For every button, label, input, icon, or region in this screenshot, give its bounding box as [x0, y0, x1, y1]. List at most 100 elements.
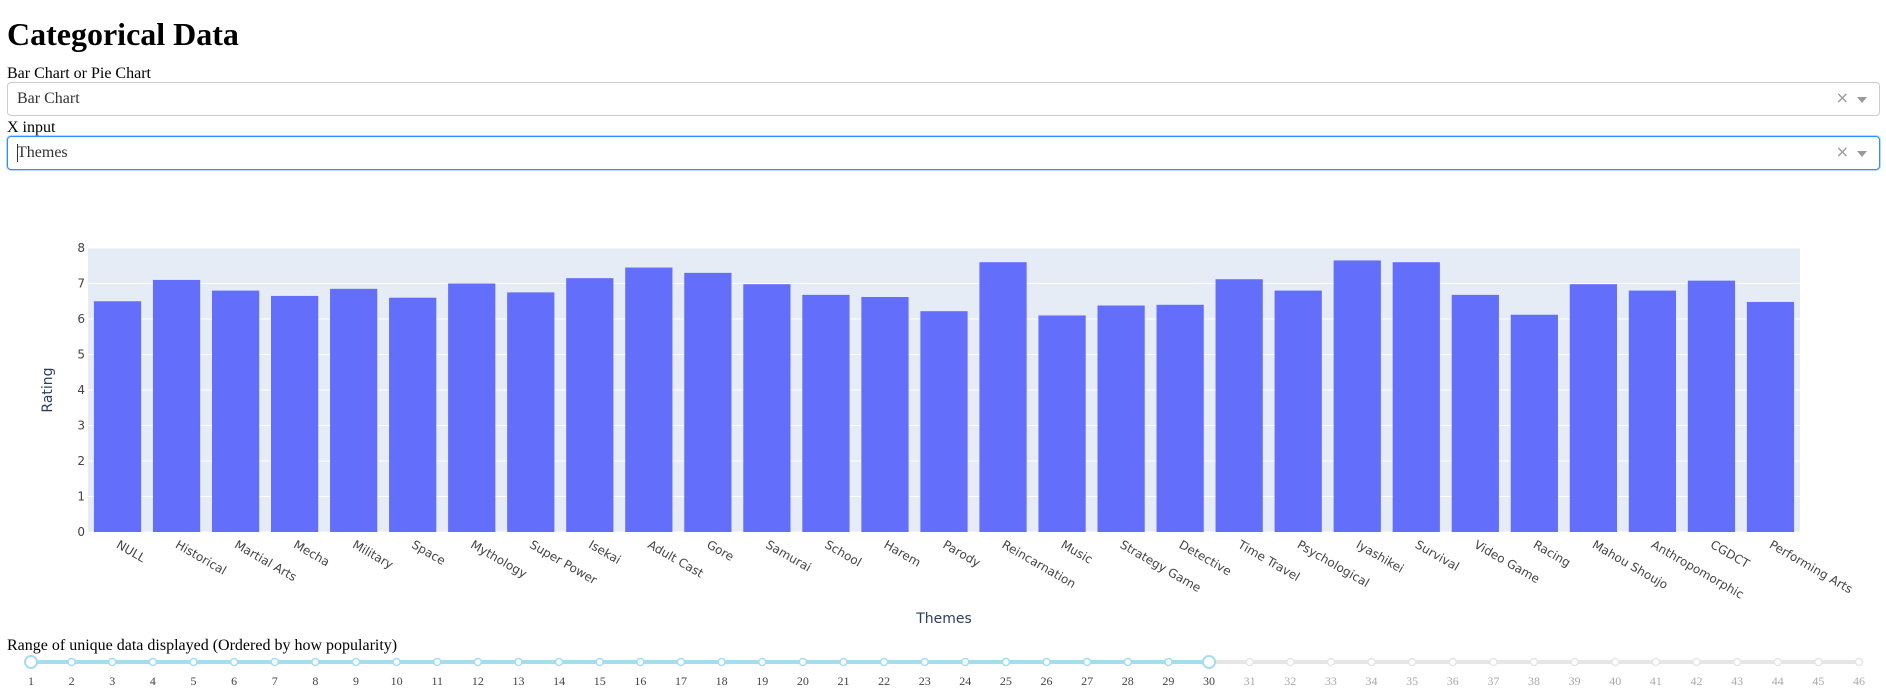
- slider-handle[interactable]: [1203, 656, 1215, 668]
- slider-dot[interactable]: [881, 659, 888, 666]
- slider-dot[interactable]: [149, 659, 156, 666]
- bar[interactable]: [507, 292, 554, 532]
- bar[interactable]: [1747, 302, 1794, 532]
- bar[interactable]: [1038, 315, 1085, 532]
- bar[interactable]: [625, 268, 672, 532]
- slider-dot[interactable]: [271, 659, 278, 666]
- slider-dot[interactable]: [109, 659, 116, 666]
- slider-dot[interactable]: [312, 659, 319, 666]
- slider-dot[interactable]: [190, 659, 197, 666]
- bar[interactable]: [94, 301, 141, 532]
- slider-dot[interactable]: [515, 659, 522, 666]
- x-tick-label: Mecha: [291, 537, 332, 569]
- slider-dot[interactable]: [1084, 659, 1091, 666]
- slider-handle[interactable]: [25, 656, 37, 668]
- slider-dot[interactable]: [68, 659, 75, 666]
- clear-icon[interactable]: ×: [1836, 90, 1849, 106]
- slider-dot[interactable]: [1531, 659, 1538, 666]
- bar[interactable]: [1097, 306, 1144, 532]
- slider-dot[interactable]: [1165, 659, 1172, 666]
- slider-dot[interactable]: [1693, 659, 1700, 666]
- chevron-down-icon[interactable]: [1857, 97, 1867, 103]
- slider-dot[interactable]: [1327, 659, 1334, 666]
- slider-dot[interactable]: [1368, 659, 1375, 666]
- slider-dot[interactable]: [556, 659, 563, 666]
- slider-dot[interactable]: [1124, 659, 1131, 666]
- bar[interactable]: [448, 284, 495, 533]
- bar[interactable]: [861, 297, 908, 532]
- slider-dot[interactable]: [1856, 659, 1863, 666]
- x-input-dropdown[interactable]: Themes ×: [7, 136, 1880, 170]
- bar[interactable]: [389, 298, 436, 532]
- slider-dot[interactable]: [1652, 659, 1659, 666]
- slider-dot[interactable]: [1734, 659, 1741, 666]
- range-slider[interactable]: 1 2 3 4 5 6 7 8 9 10 11 12 13 14 15 16 17 18 19 20 21 22 23 24 2…: [0, 651, 1886, 695]
- slider-dot[interactable]: [1287, 659, 1294, 666]
- chart-type-dropdown[interactable]: Bar Chart ×: [7, 82, 1880, 116]
- slider-dot[interactable]: [759, 659, 766, 666]
- bar[interactable]: [1688, 281, 1735, 532]
- bar[interactable]: [1157, 305, 1204, 532]
- slider-dot[interactable]: [1612, 659, 1619, 666]
- bar[interactable]: [920, 311, 967, 532]
- slider-dot[interactable]: [1409, 659, 1416, 666]
- slider-dot[interactable]: [231, 659, 238, 666]
- slider-mark-label: 24: [959, 674, 971, 688]
- slider-mark-label: 27: [1081, 674, 1093, 688]
- bar[interactable]: [1452, 295, 1499, 532]
- slider-dot[interactable]: [474, 659, 481, 666]
- slider-dot[interactable]: [1774, 659, 1781, 666]
- slider-dot[interactable]: [1815, 659, 1822, 666]
- x-tick-label: Music: [1059, 537, 1096, 566]
- bar[interactable]: [1216, 279, 1263, 532]
- slider-mark-label: 9: [353, 674, 359, 688]
- bar[interactable]: [802, 295, 849, 532]
- slider-dot[interactable]: [1246, 659, 1253, 666]
- slider-dot[interactable]: [1571, 659, 1578, 666]
- chevron-down-icon[interactable]: [1857, 151, 1867, 157]
- bar[interactable]: [153, 280, 200, 532]
- slider-dot[interactable]: [840, 659, 847, 666]
- bar[interactable]: [1334, 260, 1381, 532]
- bar[interactable]: [743, 284, 790, 532]
- slider-mark-label: 30: [1203, 674, 1215, 688]
- bar[interactable]: [979, 262, 1026, 532]
- x-tick-label: Mythology: [468, 537, 529, 580]
- slider-mark-label: 36: [1447, 674, 1459, 688]
- slider-dot[interactable]: [1449, 659, 1456, 666]
- slider-dot[interactable]: [596, 659, 603, 666]
- bar[interactable]: [1570, 284, 1617, 532]
- slider-dot[interactable]: [637, 659, 644, 666]
- slider-dot[interactable]: [352, 659, 359, 666]
- x-tick-label: CGDCT: [1708, 537, 1752, 571]
- bar[interactable]: [271, 296, 318, 532]
- slider-mark-label: 16: [634, 674, 646, 688]
- bar[interactable]: [684, 273, 731, 532]
- slider-dot[interactable]: [921, 659, 928, 666]
- slider-dot[interactable]: [718, 659, 725, 666]
- slider-dot[interactable]: [1043, 659, 1050, 666]
- clear-icon[interactable]: ×: [1836, 144, 1849, 160]
- slider-dot[interactable]: [1002, 659, 1009, 666]
- bar[interactable]: [1275, 291, 1322, 532]
- y-tick-label: 4: [77, 383, 85, 397]
- y-tick-label: 8: [77, 241, 85, 255]
- slider-mark-label: 45: [1812, 674, 1824, 688]
- x-tick-label: NULL: [114, 537, 148, 565]
- bar[interactable]: [330, 289, 377, 532]
- x-tick-label: Adult Cast: [645, 537, 706, 580]
- bar[interactable]: [1629, 291, 1676, 532]
- bar[interactable]: [566, 278, 613, 532]
- slider-mark-label: 38: [1528, 674, 1540, 688]
- slider-mark-label: 28: [1122, 674, 1134, 688]
- bar[interactable]: [212, 291, 259, 532]
- slider-dot[interactable]: [434, 659, 441, 666]
- bar[interactable]: [1511, 315, 1558, 532]
- slider-dot[interactable]: [393, 659, 400, 666]
- slider-dot[interactable]: [962, 659, 969, 666]
- slider-dot[interactable]: [799, 659, 806, 666]
- slider-mark-label: 46: [1853, 674, 1865, 688]
- slider-dot[interactable]: [1490, 659, 1497, 666]
- slider-dot[interactable]: [677, 659, 684, 666]
- bar[interactable]: [1393, 262, 1440, 532]
